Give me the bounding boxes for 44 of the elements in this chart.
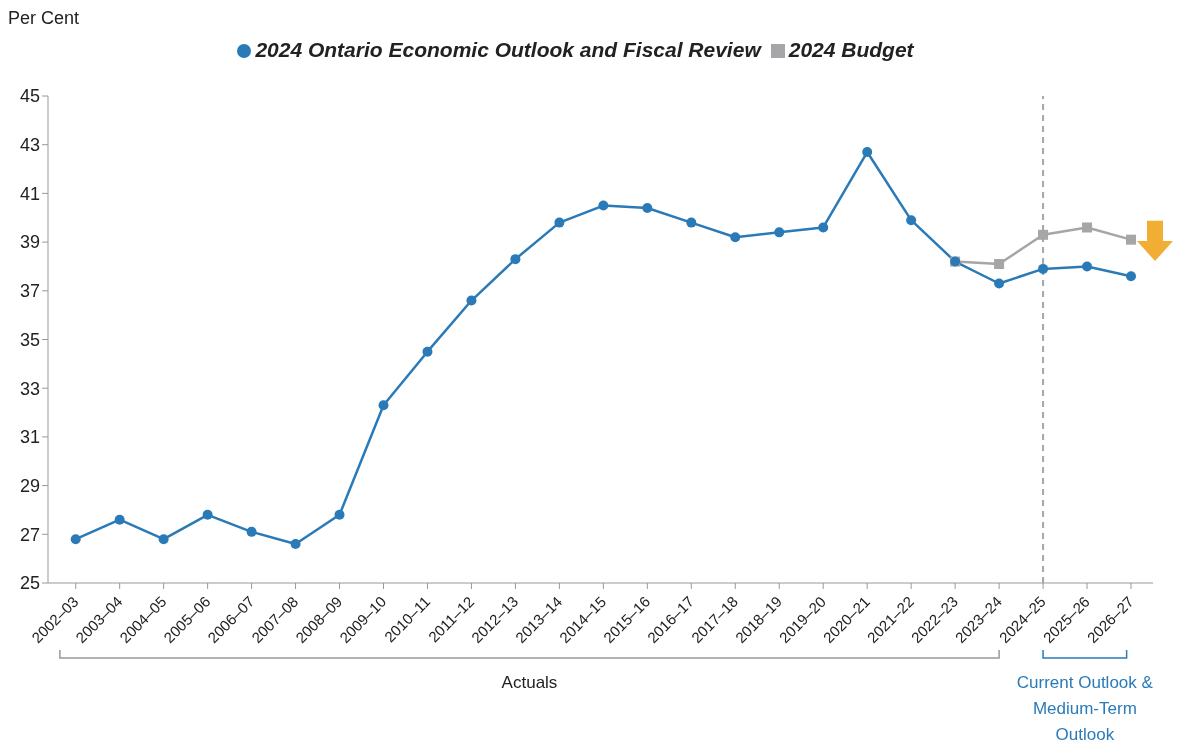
text: Current Outlook & Medium-Term Outlook xyxy=(1015,672,1154,746)
legend-label: 2024 Ontario Economic Outlook and Fiscal Review xyxy=(255,38,761,61)
point xyxy=(818,222,829,233)
point xyxy=(730,232,741,243)
text: Actuals xyxy=(500,672,559,694)
y-tick-label: 39 xyxy=(19,232,40,253)
y-tick-label: 25 xyxy=(19,573,40,594)
y-tick-label: 41 xyxy=(19,183,40,204)
point xyxy=(290,539,301,550)
y-tick-label: 45 xyxy=(19,86,40,107)
point xyxy=(554,217,565,228)
point xyxy=(1126,271,1137,282)
y-tick-label: 43 xyxy=(19,135,40,156)
point xyxy=(158,534,169,545)
point xyxy=(70,534,81,545)
point xyxy=(1082,222,1093,233)
point xyxy=(994,259,1005,270)
point xyxy=(1126,234,1137,245)
point xyxy=(246,526,257,537)
point xyxy=(686,217,697,228)
point xyxy=(466,295,477,306)
point xyxy=(1082,261,1093,272)
point xyxy=(202,509,213,520)
y-tick-label: 31 xyxy=(19,427,40,448)
point xyxy=(114,514,125,525)
legend-label: 2024 Budget xyxy=(788,38,914,61)
y-tick-label: 27 xyxy=(19,524,40,545)
point xyxy=(862,147,873,158)
point xyxy=(510,254,521,265)
point xyxy=(906,215,917,226)
point xyxy=(994,278,1005,289)
y-tick-label: 35 xyxy=(19,329,40,350)
point xyxy=(1038,229,1049,240)
y-tick-label: 33 xyxy=(19,378,40,399)
point xyxy=(598,200,609,211)
y-tick-label: 29 xyxy=(19,475,40,496)
point xyxy=(774,227,785,238)
point xyxy=(334,509,345,520)
point xyxy=(642,203,653,214)
y-axis-title: Per Cent xyxy=(8,8,80,29)
point xyxy=(1038,263,1049,274)
point xyxy=(378,400,389,411)
y-tick-label: 37 xyxy=(19,281,40,302)
point xyxy=(422,346,433,357)
